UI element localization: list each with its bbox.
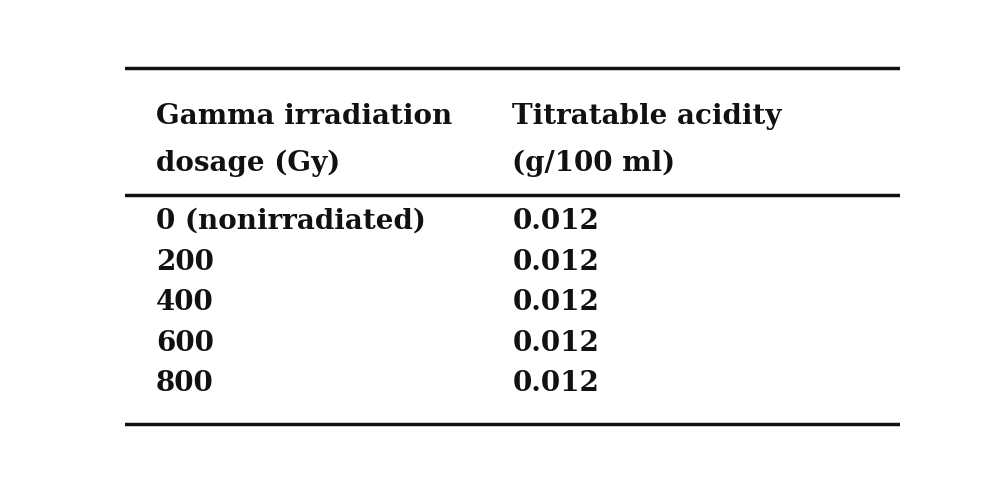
Text: 400: 400 <box>156 289 214 316</box>
Text: 0.012: 0.012 <box>512 208 599 235</box>
Text: 0.012: 0.012 <box>512 289 599 316</box>
Text: Gamma irradiation: Gamma irradiation <box>156 103 452 130</box>
Text: 800: 800 <box>156 370 214 397</box>
Text: dosage (Gy): dosage (Gy) <box>156 150 340 177</box>
Text: 0.012: 0.012 <box>512 248 599 276</box>
Text: (g/100 ml): (g/100 ml) <box>512 150 676 177</box>
Text: 600: 600 <box>156 330 214 356</box>
Text: 0.012: 0.012 <box>512 330 599 356</box>
Text: 0 (nonirradiated): 0 (nonirradiated) <box>156 208 426 235</box>
Text: Titratable acidity: Titratable acidity <box>512 103 782 130</box>
Text: 0.012: 0.012 <box>512 370 599 397</box>
Text: 200: 200 <box>156 248 214 276</box>
